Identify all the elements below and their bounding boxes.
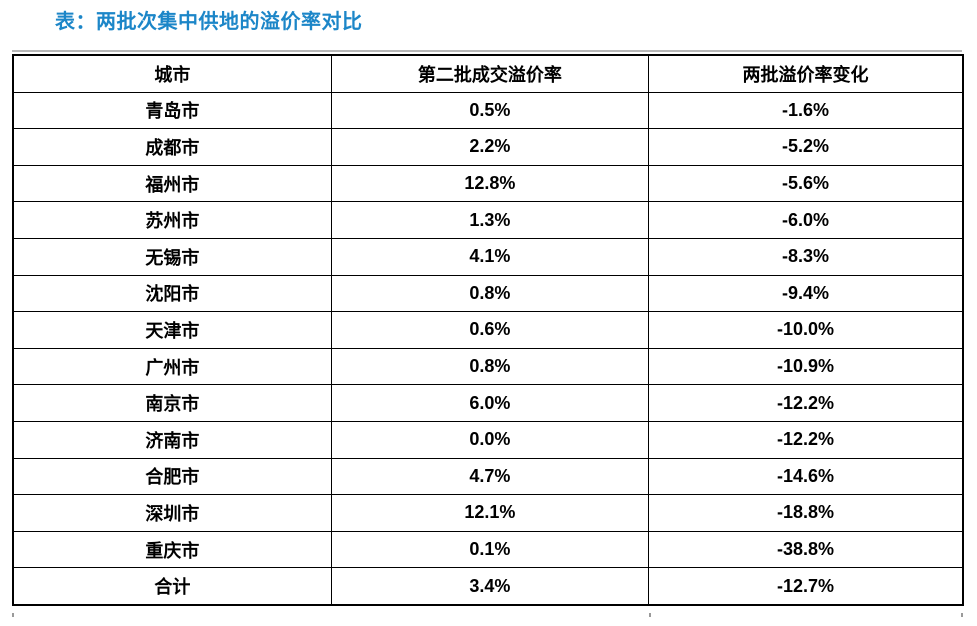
table-row: 成都市 2.2% -5.2%: [12, 128, 964, 166]
change-cell: -8.3%: [648, 237, 964, 276]
premium-cell: 0.5%: [330, 91, 650, 130]
change-cell: -5.6%: [648, 164, 964, 203]
premium-cell: 0.6%: [330, 311, 650, 349]
city-cell: 合计: [12, 567, 332, 606]
change-cell: -9.4%: [648, 274, 964, 313]
table-cutoff-stub: [961, 613, 963, 617]
city-cell: 天津市: [12, 311, 332, 349]
table-cutoff-stub: [12, 613, 14, 617]
city-cell: 福州市: [12, 164, 332, 203]
city-cell: 广州市: [12, 347, 332, 386]
premium-cell: 0.8%: [330, 347, 650, 386]
premium-cell: 0.0%: [330, 420, 650, 459]
table-row: 深圳市 12.1% -18.8%: [12, 494, 964, 532]
change-cell: -6.0%: [648, 201, 964, 239]
premium-rate-table: 城市 第二批成交溢价率 两批溢价率变化 青岛市 0.5% -1.6% 成都市 2…: [12, 54, 964, 606]
premium-cell: 1.3%: [330, 201, 650, 239]
table-row: 苏州市 1.3% -6.0%: [12, 201, 964, 239]
city-cell: 合肥市: [12, 457, 332, 496]
premium-cell: 6.0%: [330, 384, 650, 422]
change-cell: -18.8%: [648, 494, 964, 532]
change-cell: -14.6%: [648, 457, 964, 496]
table-row: 天津市 0.6% -10.0%: [12, 311, 964, 349]
city-cell: 深圳市: [12, 494, 332, 532]
premium-cell: 0.1%: [330, 530, 650, 569]
table-row: 沈阳市 0.8% -9.4%: [12, 274, 964, 313]
city-cell: 南京市: [12, 384, 332, 422]
premium-cell: 12.1%: [330, 494, 650, 532]
col-header-premium-change: 两批溢价率变化: [648, 54, 964, 93]
city-cell: 成都市: [12, 128, 332, 166]
table-row: 广州市 0.8% -10.9%: [12, 347, 964, 386]
city-cell: 沈阳市: [12, 274, 332, 313]
change-cell: -12.2%: [648, 420, 964, 459]
city-cell: 重庆市: [12, 530, 332, 569]
table-row: 重庆市 0.1% -38.8%: [12, 530, 964, 569]
table-header-row: 城市 第二批成交溢价率 两批溢价率变化: [12, 54, 964, 93]
premium-cell: 4.1%: [330, 237, 650, 276]
premium-cell: 12.8%: [330, 164, 650, 203]
change-cell: -38.8%: [648, 530, 964, 569]
city-cell: 无锡市: [12, 237, 332, 276]
table-row: 青岛市 0.5% -1.6%: [12, 91, 964, 130]
col-header-second-batch-premium: 第二批成交溢价率: [330, 54, 650, 93]
table-row-total: 合计 3.4% -12.7%: [12, 567, 964, 606]
premium-cell: 4.7%: [330, 457, 650, 496]
change-cell: -5.2%: [648, 128, 964, 166]
change-cell: -12.2%: [648, 384, 964, 422]
table-cutoff-stub: [649, 613, 651, 617]
premium-cell: 2.2%: [330, 128, 650, 166]
change-cell: -12.7%: [648, 567, 964, 606]
page-title: 表：两批次集中供地的溢价率对比: [55, 11, 363, 33]
table-row: 福州市 12.8% -5.6%: [12, 164, 964, 203]
change-cell: -10.9%: [648, 347, 964, 386]
city-cell: 济南市: [12, 420, 332, 459]
city-cell: 苏州市: [12, 201, 332, 239]
table-row: 无锡市 4.1% -8.3%: [12, 237, 964, 276]
table-row: 济南市 0.0% -12.2%: [12, 420, 964, 459]
table-row: 合肥市 4.7% -14.6%: [12, 457, 964, 496]
table-row: 南京市 6.0% -12.2%: [12, 384, 964, 422]
change-cell: -10.0%: [648, 311, 964, 349]
change-cell: -1.6%: [648, 91, 964, 130]
col-header-city: 城市: [12, 54, 332, 93]
premium-cell: 3.4%: [330, 567, 650, 606]
city-cell: 青岛市: [12, 91, 332, 130]
top-gray-rule: [12, 50, 962, 52]
premium-cell: 0.8%: [330, 274, 650, 313]
